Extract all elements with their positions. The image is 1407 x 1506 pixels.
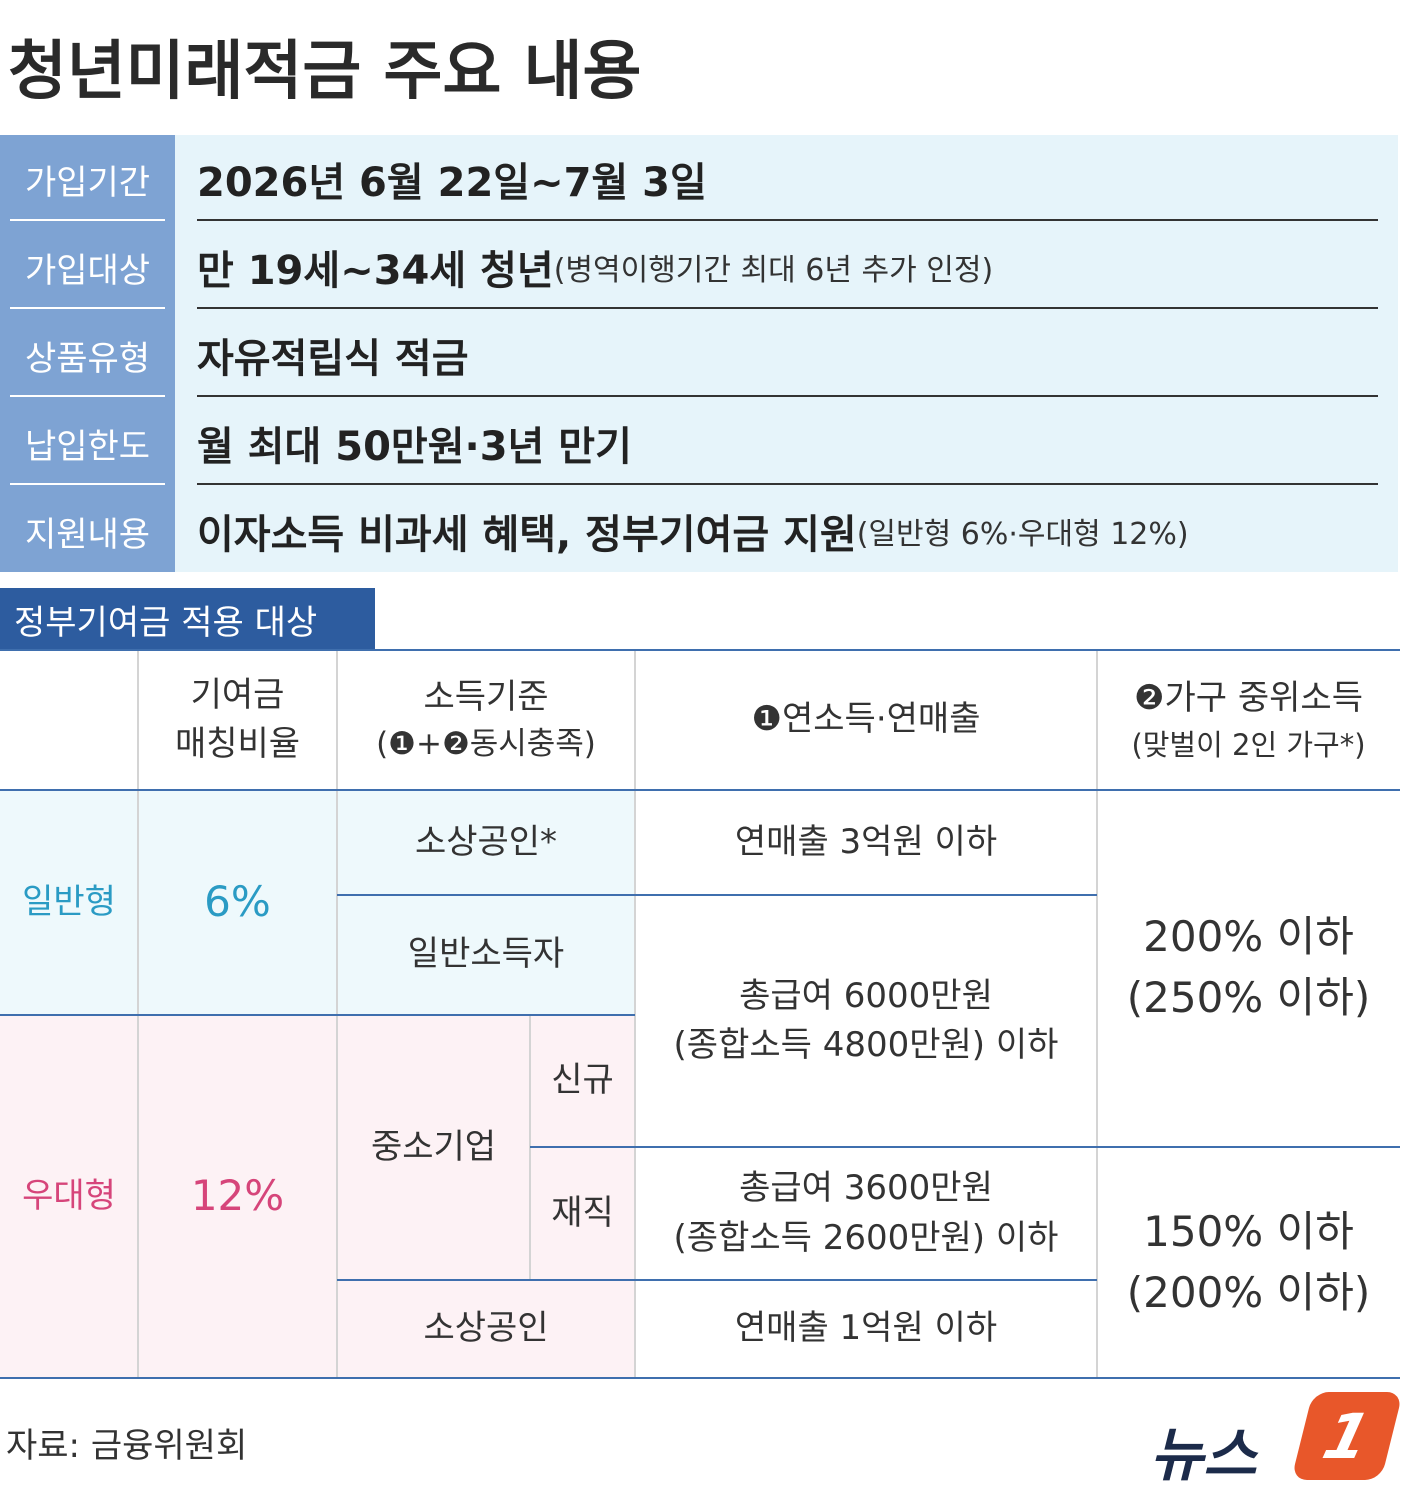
summary-text: 이자소득 비과세 혜택, 정부기여금 지원 [197, 512, 857, 558]
text: 150% 이하 [1143, 1206, 1354, 1256]
summary-box [0, 135, 1398, 572]
preferred-employed: 재직 [530, 1147, 635, 1280]
text: (종합소득 2600만원) 이하 [673, 1217, 1059, 1258]
h-line [0, 789, 1400, 791]
text: (250% 이하) [1126, 973, 1371, 1022]
text: 소상공인 [423, 1308, 549, 1349]
summary-row: 이자소득 비과세 혜택, 정부기여금 지원 (일반형 6%·우대형 12%) [197, 487, 1189, 575]
text: 소상공인* [414, 821, 558, 862]
general-ratio: 6% [138, 790, 337, 1015]
text: 우대형 [22, 1175, 116, 1216]
text: 연매출 3억원 이하 [734, 821, 998, 862]
text: 6% [204, 877, 271, 927]
summary-label: 납입한도 [24, 426, 151, 467]
title: 청년미래적금 주요 내용 [8, 35, 642, 109]
text: (종합소득 4800만원) 이하 [673, 1025, 1059, 1065]
preferred-household: 150% 이하 (200% 이하) [1097, 1147, 1400, 1378]
v-line [1096, 650, 1098, 1378]
text: 연매출 1억원 이하 [734, 1308, 998, 1349]
text: 일반소득자 [407, 934, 565, 975]
summary-label: 가입대상 [24, 250, 151, 291]
header-income: ❶연소득·연매출 [635, 650, 1097, 790]
h-line [0, 1377, 1400, 1379]
logo-number: 1 [1291, 1392, 1403, 1480]
logo-text: 뉴스 [1150, 1421, 1257, 1489]
h-line [530, 1146, 1400, 1148]
summary-text: 월 최대 50만원·3년 만기 [197, 424, 632, 470]
preferred-type: 우대형 [0, 1015, 138, 1378]
summary-label: 지원내용 [24, 514, 151, 555]
general-salary: 총급여 6000만원 (종합소득 4800만원) 이하 [635, 895, 1097, 1147]
summary-text: 만 19세~34세 청년 [197, 248, 554, 294]
text: ❷가구 중위소득 [1134, 678, 1363, 719]
summary-row: 자유적립식 적금 [197, 311, 469, 399]
header-criteria: 소득기준 (❶+❷동시충족) [337, 650, 635, 790]
text: 총급여 3600만원 [739, 1168, 993, 1209]
general-type: 일반형 [0, 790, 138, 1015]
source: 자료: 금융위원회 [6, 1426, 248, 1466]
summary-note: (일반형 6%·우대형 12%) [856, 517, 1189, 552]
text: 재직 [551, 1192, 614, 1233]
summary-text: 2026년 6월 22일~7월 3일 [197, 160, 707, 206]
preferred-sme: 중소기업 [337, 1015, 530, 1280]
label-divider [10, 483, 165, 485]
summary-divider [197, 395, 1378, 397]
summary-label: 가입기간 [24, 162, 151, 203]
section-title: 정부기여금 적용 대상 [0, 588, 375, 650]
text: 200% 이하 [1143, 912, 1354, 962]
preferred-salary: 총급여 3600만원 (종합소득 2600만원) 이하 [635, 1147, 1097, 1280]
text: 기여금 [190, 674, 285, 715]
general-household: 200% 이하 (250% 이하) [1097, 790, 1400, 1146]
summary-row: 월 최대 50만원·3년 만기 [197, 399, 632, 487]
summary-note: (병역이행기간 최대 6년 추가 인정) [553, 253, 994, 288]
summary-divider [197, 219, 1378, 221]
label-divider [10, 395, 165, 397]
text: 신규 [551, 1060, 614, 1101]
text: (맞벌이 2인 가구*) [1131, 727, 1366, 762]
text: 총급여 6000만원 [739, 975, 993, 1016]
summary-text: 자유적립식 적금 [197, 336, 469, 382]
summary-label-column [0, 135, 175, 572]
header-household: ❷가구 중위소득 (맞벌이 2인 가구*) [1097, 650, 1400, 790]
h-line [337, 894, 1097, 896]
h-line [0, 649, 1400, 651]
general-small-business: 소상공인* [337, 790, 635, 895]
preferred-sales: 연매출 1억원 이하 [635, 1280, 1097, 1378]
label-divider [10, 307, 165, 309]
text: 일반형 [22, 881, 116, 922]
preferred-new: 신규 [530, 1015, 635, 1147]
summary-divider [197, 307, 1378, 309]
text: (200% 이하) [1126, 1267, 1371, 1317]
text: 소득기준 [423, 676, 549, 717]
text: 12% [190, 1171, 285, 1221]
text: 매칭비율 [174, 724, 301, 764]
general-earner: 일반소득자 [337, 895, 635, 1015]
h-line [337, 1279, 1097, 1281]
summary-divider [197, 483, 1378, 485]
summary-row: 만 19세~34세 청년 (병역이행기간 최대 6년 추가 인정) [197, 223, 993, 311]
general-bg [0, 790, 635, 1015]
text: (❶+❷동시충족) [376, 726, 596, 763]
preferred-ratio: 12% [138, 1015, 337, 1378]
text: 중소기업 [370, 1126, 497, 1167]
summary-label: 상품유형 [24, 338, 151, 379]
h-line [0, 1014, 635, 1016]
text: ❶연소득·연매출 [751, 699, 981, 740]
summary-row: 2026년 6월 22일~7월 3일 [197, 135, 707, 223]
label-divider [10, 219, 165, 221]
v-line [634, 650, 636, 1378]
general-sales: 연매출 3억원 이하 [635, 790, 1097, 895]
preferred-small-business: 소상공인 [337, 1280, 635, 1378]
